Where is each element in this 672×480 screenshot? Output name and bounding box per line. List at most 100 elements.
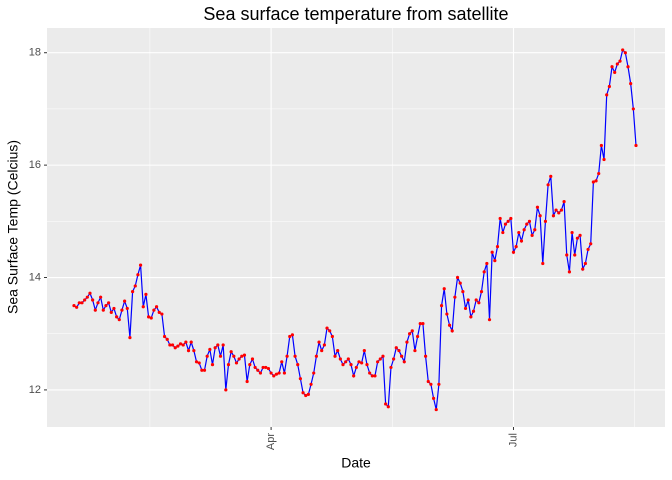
point (490, 250, 494, 254)
point (80, 301, 84, 305)
point (75, 305, 79, 309)
point (117, 318, 121, 322)
point (599, 143, 603, 148)
point (202, 368, 207, 372)
point (256, 368, 260, 372)
point (136, 273, 140, 277)
y-tick-label: 14 (29, 271, 41, 283)
point (115, 315, 119, 319)
point (455, 275, 460, 280)
point (618, 59, 622, 63)
point (400, 354, 404, 358)
point (213, 346, 217, 350)
point (589, 242, 593, 246)
point (154, 305, 159, 309)
point (437, 382, 441, 386)
point (495, 245, 500, 249)
point (232, 354, 236, 358)
point (298, 377, 302, 381)
point (463, 306, 468, 311)
point (442, 287, 446, 291)
point (402, 360, 406, 364)
point (149, 316, 153, 320)
point (357, 360, 361, 364)
point (144, 292, 148, 296)
point (368, 371, 372, 375)
point (72, 304, 76, 308)
point (186, 348, 191, 353)
point (104, 304, 108, 308)
point (240, 354, 244, 358)
point (405, 340, 409, 344)
y-tick-label: 12 (29, 384, 41, 396)
point (546, 183, 550, 187)
point (160, 312, 164, 316)
point (362, 348, 366, 353)
point (418, 321, 422, 326)
point (176, 344, 180, 348)
point (477, 301, 481, 305)
point (469, 315, 473, 319)
point (447, 323, 452, 327)
point (123, 299, 127, 303)
point (602, 157, 606, 162)
point (517, 230, 521, 235)
x-tick-label: Apr (265, 433, 277, 450)
marks (72, 48, 638, 412)
point (274, 372, 279, 376)
point (431, 396, 436, 400)
point (272, 374, 276, 378)
point (551, 214, 556, 218)
point (525, 222, 529, 226)
point (258, 371, 263, 375)
point (570, 230, 574, 235)
point (535, 205, 540, 209)
point (77, 301, 81, 305)
point (250, 357, 255, 361)
point (530, 233, 534, 237)
point (226, 363, 231, 367)
point (344, 360, 348, 364)
point (541, 261, 545, 266)
point (120, 308, 124, 312)
point (384, 402, 388, 406)
point (237, 357, 241, 361)
point (509, 216, 513, 221)
point (248, 363, 252, 367)
point (210, 363, 215, 367)
point (141, 305, 145, 309)
point (498, 216, 502, 221)
point (605, 93, 609, 97)
point (376, 360, 380, 364)
point (386, 405, 390, 409)
point (527, 219, 532, 223)
point (410, 329, 414, 333)
point (549, 174, 553, 178)
point (562, 200, 566, 204)
point (157, 310, 161, 314)
point (522, 228, 526, 232)
x-tick-label: Jul (507, 433, 519, 447)
point (184, 340, 188, 344)
point (586, 247, 590, 252)
point (373, 374, 377, 378)
point (83, 298, 87, 302)
point (370, 374, 374, 378)
point (109, 310, 113, 314)
point (96, 301, 100, 305)
point (479, 289, 484, 294)
point (224, 388, 228, 392)
point (314, 354, 318, 358)
point (309, 382, 313, 386)
point (317, 340, 321, 344)
point (506, 219, 510, 223)
point (511, 250, 516, 254)
point (296, 363, 300, 367)
point (266, 366, 271, 371)
point (242, 353, 247, 357)
point (280, 360, 284, 364)
point (85, 295, 89, 299)
point (453, 295, 457, 299)
point (277, 371, 281, 375)
